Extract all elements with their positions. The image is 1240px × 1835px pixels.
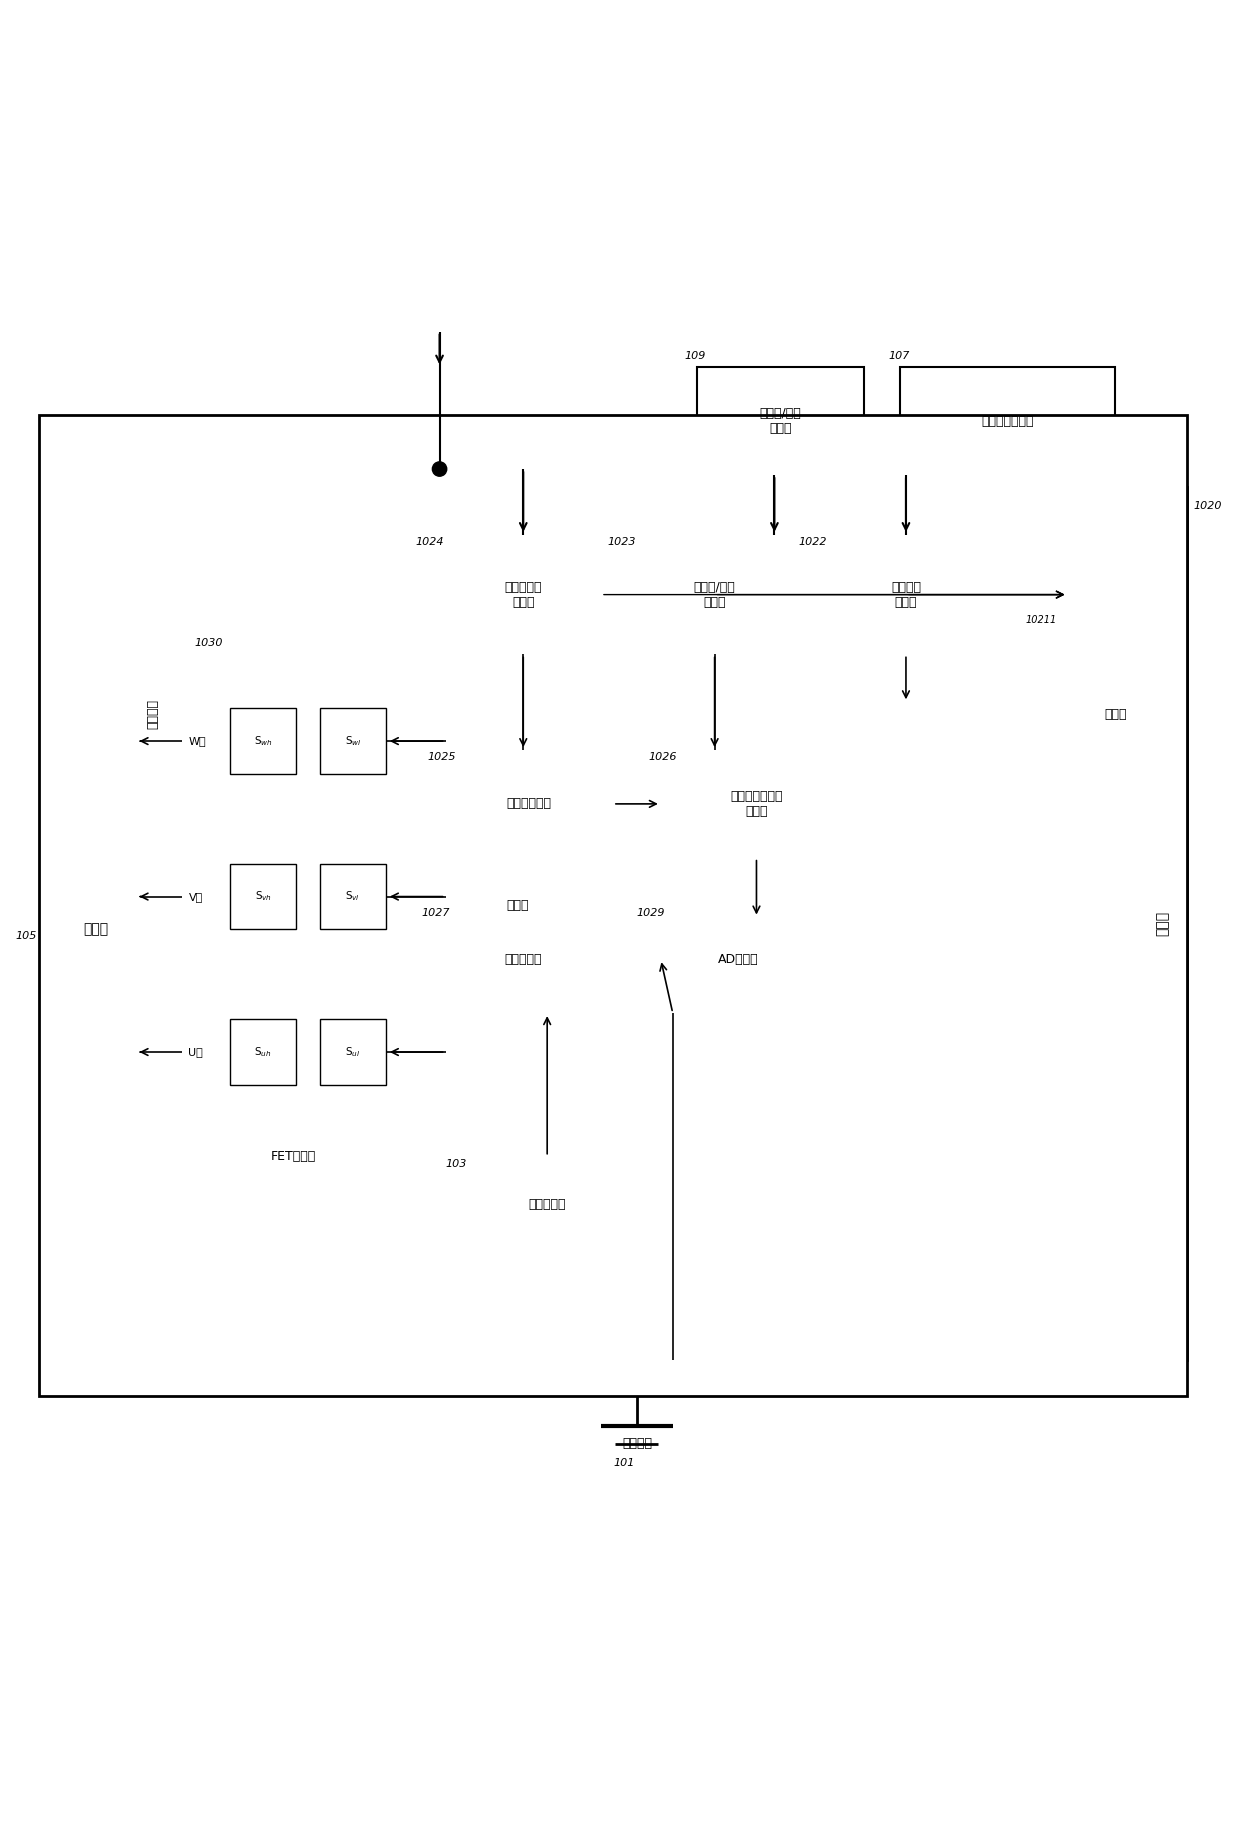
Bar — [637, 534, 792, 655]
Text: 10211: 10211 — [1025, 615, 1056, 624]
Bar — [828, 534, 983, 655]
Bar — [1068, 631, 1163, 798]
Text: 103: 103 — [445, 1158, 467, 1169]
Text: 电动机: 电动机 — [83, 923, 108, 936]
Text: W相: W相 — [188, 736, 206, 747]
Text: 1025: 1025 — [428, 752, 456, 762]
Text: S$_{ul}$: S$_{ul}$ — [345, 1046, 361, 1059]
Text: 踏板旋转
输入部: 踏板旋转 输入部 — [892, 580, 921, 609]
Text: 101: 101 — [613, 1457, 635, 1468]
Bar — [231, 1018, 296, 1084]
Text: 控制器: 控制器 — [506, 899, 528, 912]
Text: 运算部: 运算部 — [1154, 910, 1169, 936]
Text: 电动机速度
输入部: 电动机速度 输入部 — [505, 580, 542, 609]
Text: 1030: 1030 — [195, 639, 223, 648]
Text: 二次電池: 二次電池 — [622, 1437, 652, 1450]
Text: 电动机驱动时序
产生部: 电动机驱动时序 产生部 — [730, 789, 782, 818]
Bar — [697, 367, 864, 475]
Text: 扭矩输入部: 扭矩输入部 — [505, 952, 542, 965]
Text: FET桥接器: FET桥接器 — [270, 1151, 316, 1163]
Bar — [445, 751, 613, 857]
Text: 扭矩传感器: 扭矩传感器 — [528, 1198, 565, 1211]
Bar — [661, 905, 816, 1013]
Text: S$_{uh}$: S$_{uh}$ — [254, 1046, 272, 1059]
Text: S$_{vh}$: S$_{vh}$ — [254, 890, 272, 903]
Text: 踏板旋转传感器: 踏板旋转传感器 — [981, 415, 1034, 428]
Bar — [320, 864, 386, 930]
Bar — [661, 751, 852, 857]
Text: 加速度/速度
输入部: 加速度/速度 输入部 — [693, 580, 735, 609]
Text: 1029: 1029 — [637, 908, 666, 918]
Bar — [900, 367, 1115, 475]
Bar — [231, 864, 296, 930]
Text: 加速度/速度
传感器: 加速度/速度 传感器 — [760, 407, 801, 435]
Text: 霍尔信号: 霍尔信号 — [146, 699, 159, 728]
Text: AD输入部: AD输入部 — [718, 952, 759, 965]
Text: S$_{wl}$: S$_{wl}$ — [345, 734, 361, 749]
Text: 可变延迟电路: 可变延迟电路 — [507, 798, 552, 811]
Bar — [51, 703, 140, 1156]
Text: U相: U相 — [188, 1048, 203, 1057]
Text: 107: 107 — [888, 350, 909, 361]
Bar — [320, 708, 386, 774]
Bar — [182, 655, 404, 1180]
Text: S$_{vl}$: S$_{vl}$ — [346, 890, 361, 903]
Text: 109: 109 — [684, 350, 706, 361]
Text: 1026: 1026 — [649, 752, 677, 762]
Text: 1024: 1024 — [415, 538, 444, 547]
Text: 105: 105 — [15, 932, 36, 941]
Circle shape — [433, 462, 446, 477]
Text: 1022: 1022 — [799, 538, 827, 547]
Bar — [445, 905, 601, 1013]
Text: S$_{wh}$: S$_{wh}$ — [254, 734, 273, 749]
Text: 1023: 1023 — [606, 538, 635, 547]
Text: 1020: 1020 — [1193, 501, 1221, 510]
Bar — [445, 534, 601, 655]
Bar — [470, 1156, 625, 1251]
Text: V相: V相 — [188, 892, 202, 901]
Text: 存储器: 存储器 — [1104, 708, 1126, 721]
Bar — [320, 1018, 386, 1084]
Bar — [231, 708, 296, 774]
Bar — [38, 415, 1187, 1396]
Bar — [409, 486, 1187, 1360]
Text: 1027: 1027 — [422, 908, 450, 918]
